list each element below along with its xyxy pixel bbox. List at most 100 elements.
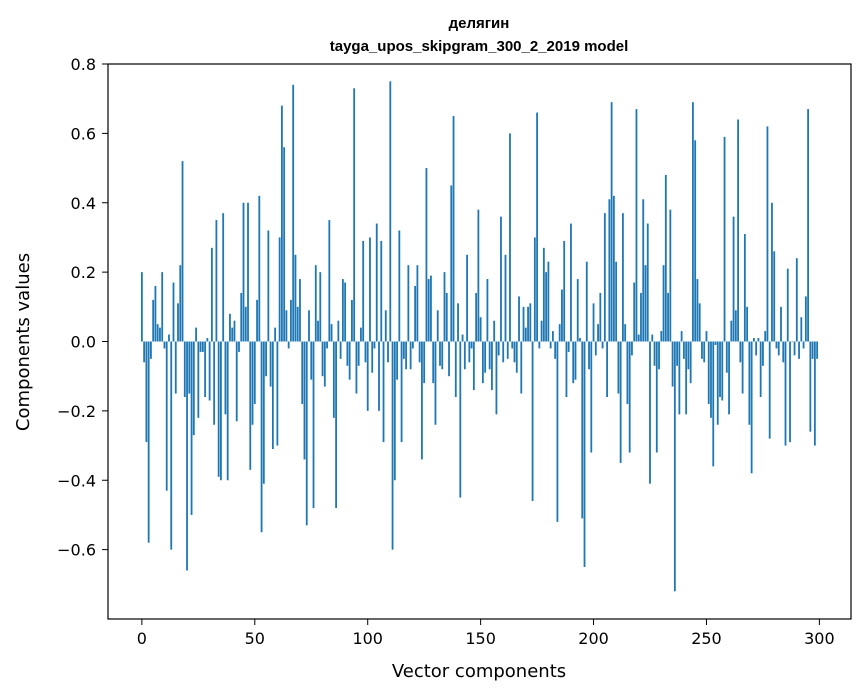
bar — [542, 247, 545, 342]
bar — [795, 258, 798, 342]
bar — [450, 185, 453, 342]
bar — [811, 341, 814, 359]
bar — [163, 341, 166, 349]
bar — [561, 289, 563, 342]
bar — [680, 331, 683, 342]
bar — [366, 341, 369, 411]
bar — [529, 303, 532, 342]
bar — [687, 341, 690, 370]
bar — [660, 331, 663, 342]
bar — [391, 341, 394, 550]
bar — [337, 320, 340, 342]
bar — [655, 341, 658, 453]
bar — [371, 341, 374, 373]
bar — [161, 272, 164, 342]
bar — [256, 299, 258, 342]
bar — [384, 310, 387, 342]
bar — [339, 341, 342, 359]
bar — [533, 237, 536, 342]
bar — [312, 341, 315, 508]
y-tick-label: −0.4 — [57, 471, 96, 490]
bar — [755, 341, 758, 356]
bar — [488, 341, 491, 370]
bar — [579, 338, 581, 342]
bar — [594, 341, 597, 356]
bar — [802, 341, 805, 349]
bar — [585, 261, 588, 342]
bar — [658, 341, 660, 370]
bar — [633, 282, 636, 342]
bar — [773, 251, 776, 342]
bar — [762, 341, 764, 366]
bar — [341, 279, 344, 342]
bar — [624, 324, 627, 342]
bar — [210, 247, 213, 342]
bar — [775, 341, 778, 349]
bar — [728, 341, 730, 415]
bar — [287, 341, 290, 349]
bar — [147, 341, 150, 543]
bar — [640, 292, 642, 342]
bar — [737, 119, 739, 342]
y-tick-label: 0.0 — [71, 333, 96, 352]
bar — [292, 84, 295, 342]
bar — [436, 310, 439, 342]
x-axis-label: Vector components — [392, 661, 566, 682]
bar — [360, 327, 362, 342]
bar — [771, 202, 773, 342]
bar — [400, 341, 403, 443]
bar — [165, 341, 168, 491]
bar — [705, 331, 708, 342]
bar — [217, 341, 220, 477]
bar — [497, 341, 500, 356]
bar — [247, 202, 249, 342]
bar — [452, 116, 455, 342]
bar — [407, 265, 410, 342]
bar — [800, 317, 803, 342]
bar — [222, 213, 225, 342]
bar — [398, 230, 401, 342]
bar — [678, 341, 681, 415]
bar — [682, 341, 685, 359]
bar — [750, 341, 753, 474]
bar — [581, 341, 584, 519]
bar — [567, 341, 570, 352]
bar — [766, 126, 769, 342]
bar — [565, 341, 568, 397]
bar — [414, 286, 417, 342]
bar — [707, 341, 710, 404]
bar — [631, 341, 633, 356]
bar — [197, 341, 200, 418]
bar — [628, 341, 631, 453]
bar — [271, 341, 274, 450]
bar — [723, 136, 726, 342]
bar — [172, 282, 175, 342]
bar — [759, 341, 762, 397]
bar — [181, 161, 184, 342]
bar — [599, 292, 602, 342]
bar — [536, 112, 538, 342]
bar — [240, 292, 243, 342]
bar — [344, 282, 347, 342]
bar — [558, 324, 561, 342]
bar — [653, 341, 656, 366]
bar — [168, 334, 170, 342]
bar — [253, 341, 256, 404]
bar — [206, 338, 209, 342]
y-tick-label: 0.2 — [71, 263, 96, 282]
bar — [782, 341, 785, 363]
bar — [140, 272, 143, 342]
bar — [393, 341, 396, 481]
bar — [335, 341, 337, 508]
bar — [531, 341, 534, 502]
bar — [673, 341, 676, 592]
bar — [701, 341, 703, 359]
bar — [229, 313, 231, 342]
bar — [461, 334, 464, 342]
bar — [177, 303, 179, 342]
bar — [522, 306, 525, 342]
bar — [170, 341, 173, 550]
bar — [443, 272, 446, 342]
bars-group — [140, 81, 819, 592]
bar — [592, 303, 595, 342]
